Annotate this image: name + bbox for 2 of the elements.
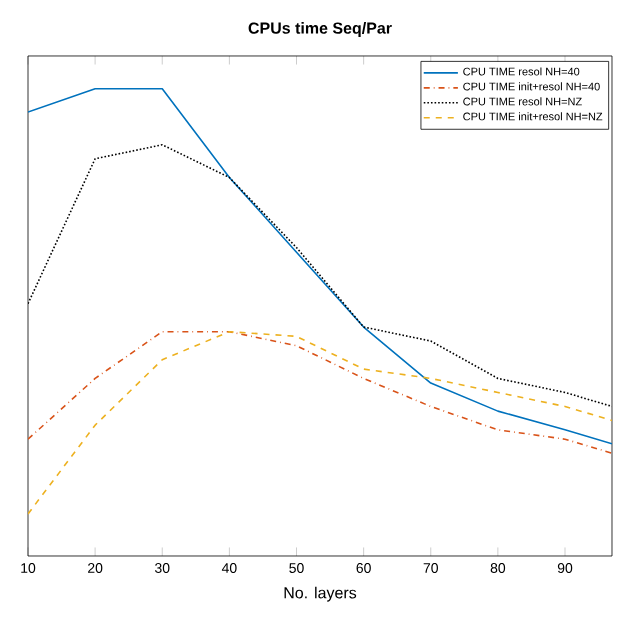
chart-title: CPUs time Seq/Par bbox=[248, 21, 392, 37]
x-axis-title: No. layers bbox=[284, 586, 357, 602]
